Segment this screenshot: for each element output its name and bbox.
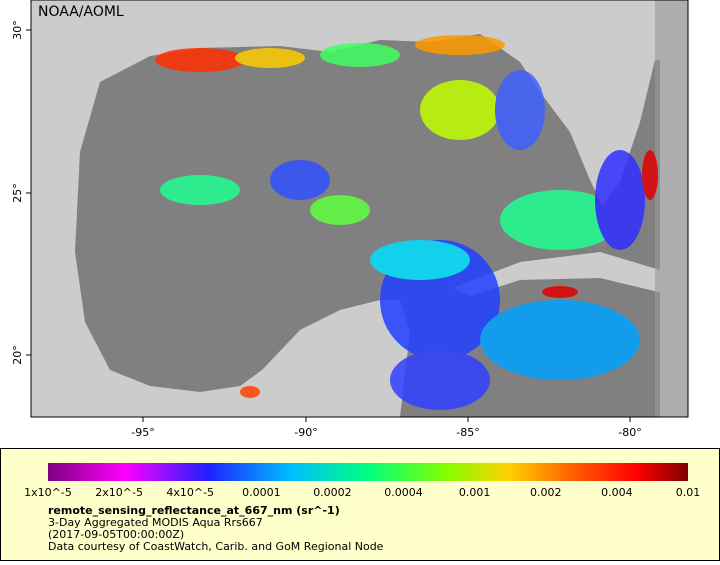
lat-label: 25° <box>11 183 24 203</box>
map-frame <box>30 0 689 418</box>
map: NOAA/AOML <box>30 0 689 418</box>
colorbar-ticks: 1x10^-5 2x10^-5 4x10^-5 0.0001 0.0002 0.0004 0… <box>24 486 700 499</box>
land <box>452 252 688 300</box>
atlantic <box>655 0 688 417</box>
map-title: NOAA/AOML <box>38 4 124 20</box>
lon-label: -90° <box>294 426 317 439</box>
legend-line: 3-Day Aggregated MODIS Aqua Rrs667 <box>48 516 263 529</box>
colorbar-label: 4x10^-5 <box>166 486 214 499</box>
colorbar-label: 2x10^-5 <box>95 486 143 499</box>
colorbar-label: 0.001 <box>459 486 491 499</box>
legend-lines: 3-Day Aggregated MODIS Aqua Rrs667(2017-… <box>48 516 384 553</box>
legend-line: (2017-09-05T00:00:00Z) <box>48 528 184 541</box>
lat-label: 20° <box>11 345 24 365</box>
lon-label: -85° <box>456 426 479 439</box>
colorbar-label: 0.002 <box>530 486 562 499</box>
lat-label: 30° <box>11 20 24 40</box>
colorbar-label: 1x10^-5 <box>24 486 72 499</box>
colorbar <box>48 463 688 481</box>
legend-line: Data courtesy of CoastWatch, Carib. and … <box>48 540 384 553</box>
lon-label: -80° <box>618 426 641 439</box>
lon-label: -95° <box>131 426 154 439</box>
axes: -95° -90° -85° -80° 30° 25° 20° <box>11 20 642 439</box>
colorbar-label: 0.0002 <box>313 486 352 499</box>
colorbar-label: 0.0004 <box>384 486 423 499</box>
colorbar-label: 0.004 <box>601 486 633 499</box>
land <box>280 300 390 417</box>
colorbar-label: 0.01 <box>676 486 701 499</box>
data-field <box>155 35 658 410</box>
colorbar-label: 0.0001 <box>242 486 281 499</box>
legend-variable: remote_sensing_reflectance_at_667_nm (sr… <box>48 504 340 517</box>
